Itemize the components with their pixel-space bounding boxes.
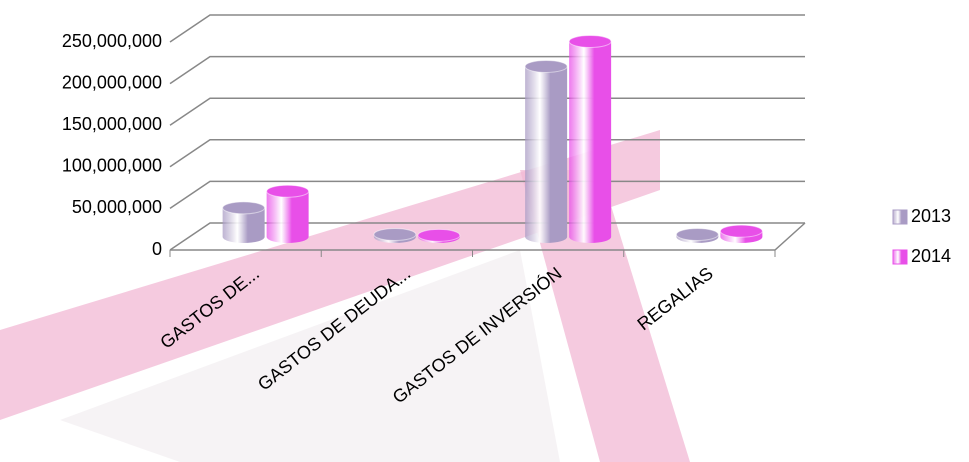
y-tick-label: 0 bbox=[152, 239, 162, 259]
grid-line bbox=[169, 14, 805, 43]
legend-label: 2014 bbox=[911, 246, 951, 266]
bar bbox=[675, 228, 719, 243]
y-tick-label: 200,000,000 bbox=[62, 72, 162, 92]
bar bbox=[266, 184, 310, 243]
bar bbox=[524, 59, 568, 243]
grid-line bbox=[169, 97, 805, 126]
bar bbox=[568, 34, 612, 244]
grid-line bbox=[169, 55, 805, 85]
legend-swatch bbox=[892, 209, 908, 225]
bar bbox=[222, 201, 266, 243]
bar bbox=[373, 228, 417, 243]
background-decoration bbox=[0, 130, 690, 462]
bar bbox=[719, 224, 763, 243]
y-tick-label: 50,000,000 bbox=[72, 197, 162, 217]
legend-label: 2013 bbox=[911, 206, 951, 226]
y-tick-label: 250,000,000 bbox=[62, 31, 162, 51]
legend-swatch bbox=[892, 249, 908, 265]
grid-line bbox=[169, 139, 805, 168]
bar bbox=[417, 228, 461, 243]
y-tick-label: 150,000,000 bbox=[62, 114, 162, 134]
x-tick-label: REGALIAS bbox=[633, 263, 716, 334]
y-tick-label: 100,000,000 bbox=[62, 156, 162, 176]
